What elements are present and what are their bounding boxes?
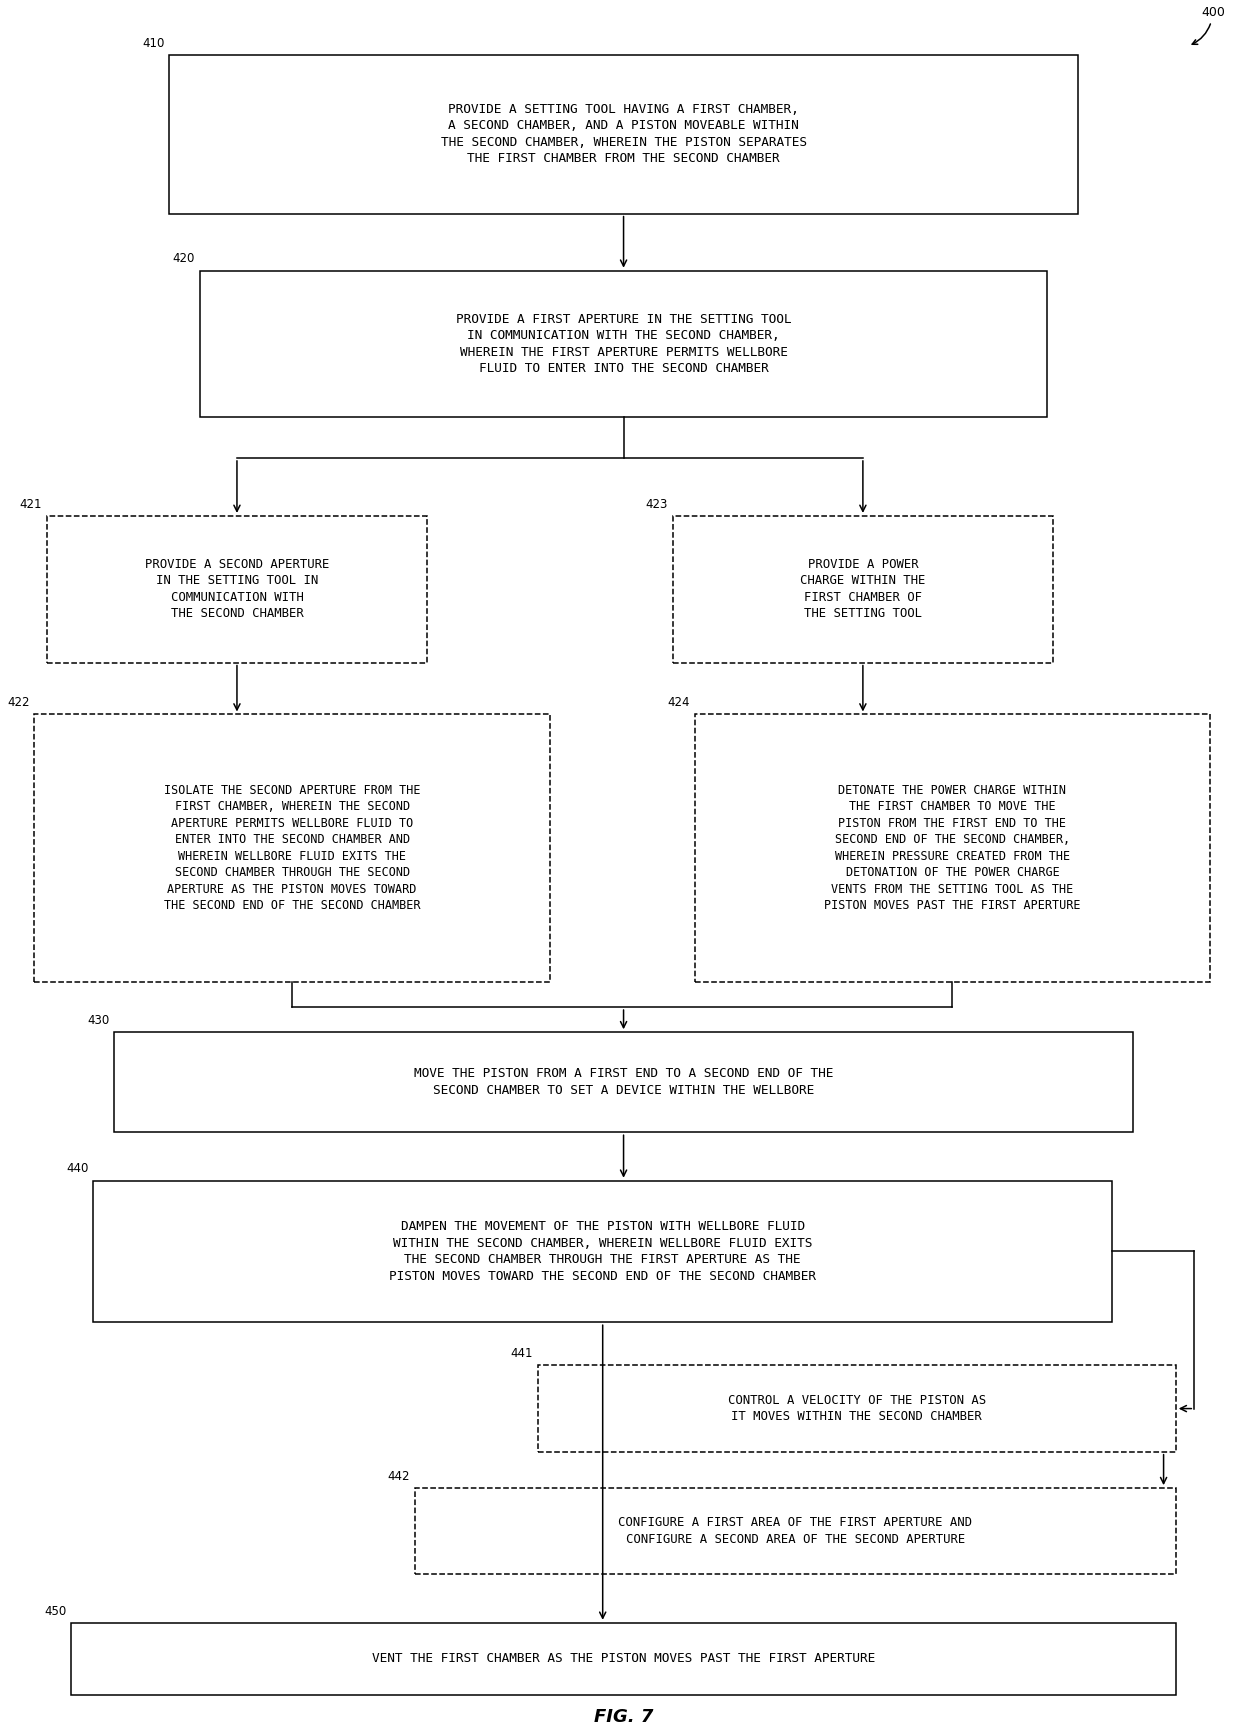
Text: 441: 441 xyxy=(510,1347,533,1361)
FancyBboxPatch shape xyxy=(538,1366,1176,1451)
Text: MOVE THE PISTON FROM A FIRST END TO A SECOND END OF THE
SECOND CHAMBER TO SET A : MOVE THE PISTON FROM A FIRST END TO A SE… xyxy=(414,1068,833,1097)
Text: 410: 410 xyxy=(143,36,165,50)
FancyBboxPatch shape xyxy=(170,56,1078,214)
Text: 430: 430 xyxy=(87,1014,109,1028)
Text: 421: 421 xyxy=(20,498,42,510)
FancyBboxPatch shape xyxy=(93,1180,1112,1323)
Text: PROVIDE A POWER
CHARGE WITHIN THE
FIRST CHAMBER OF
THE SETTING TOOL: PROVIDE A POWER CHARGE WITHIN THE FIRST … xyxy=(800,557,925,620)
Text: 450: 450 xyxy=(45,1604,67,1618)
Text: 423: 423 xyxy=(645,498,668,510)
Text: FIG. 7: FIG. 7 xyxy=(594,1708,653,1726)
FancyBboxPatch shape xyxy=(200,271,1047,417)
Text: VENT THE FIRST CHAMBER AS THE PISTON MOVES PAST THE FIRST APERTURE: VENT THE FIRST CHAMBER AS THE PISTON MOV… xyxy=(372,1653,875,1665)
Text: ISOLATE THE SECOND APERTURE FROM THE
FIRST CHAMBER, WHEREIN THE SECOND
APERTURE : ISOLATE THE SECOND APERTURE FROM THE FIR… xyxy=(164,785,420,913)
Text: 440: 440 xyxy=(66,1163,88,1175)
Text: PROVIDE A SETTING TOOL HAVING A FIRST CHAMBER,
A SECOND CHAMBER, AND A PISTON MO: PROVIDE A SETTING TOOL HAVING A FIRST CH… xyxy=(440,102,806,165)
FancyBboxPatch shape xyxy=(71,1623,1176,1696)
Text: CONFIGURE A FIRST AREA OF THE FIRST APERTURE AND
CONFIGURE A SECOND AREA OF THE : CONFIGURE A FIRST AREA OF THE FIRST APER… xyxy=(619,1517,972,1547)
FancyBboxPatch shape xyxy=(47,516,428,663)
Text: 422: 422 xyxy=(7,696,30,710)
FancyBboxPatch shape xyxy=(672,516,1053,663)
Text: 400: 400 xyxy=(1192,5,1225,45)
Text: 424: 424 xyxy=(667,696,689,710)
Text: 442: 442 xyxy=(388,1470,410,1483)
FancyBboxPatch shape xyxy=(114,1033,1133,1132)
Text: PROVIDE A SECOND APERTURE
IN THE SETTING TOOL IN
COMMUNICATION WITH
THE SECOND C: PROVIDE A SECOND APERTURE IN THE SETTING… xyxy=(145,557,329,620)
Text: PROVIDE A FIRST APERTURE IN THE SETTING TOOL
IN COMMUNICATION WITH THE SECOND CH: PROVIDE A FIRST APERTURE IN THE SETTING … xyxy=(456,312,791,375)
FancyBboxPatch shape xyxy=(694,715,1210,983)
Text: DETONATE THE POWER CHARGE WITHIN
THE FIRST CHAMBER TO MOVE THE
PISTON FROM THE F: DETONATE THE POWER CHARGE WITHIN THE FIR… xyxy=(825,785,1081,913)
FancyBboxPatch shape xyxy=(35,715,549,983)
Text: CONTROL A VELOCITY OF THE PISTON AS
IT MOVES WITHIN THE SECOND CHAMBER: CONTROL A VELOCITY OF THE PISTON AS IT M… xyxy=(728,1394,986,1424)
Text: 420: 420 xyxy=(172,252,195,266)
Text: DAMPEN THE MOVEMENT OF THE PISTON WITH WELLBORE FLUID
WITHIN THE SECOND CHAMBER,: DAMPEN THE MOVEMENT OF THE PISTON WITH W… xyxy=(389,1220,816,1283)
FancyBboxPatch shape xyxy=(415,1488,1176,1575)
